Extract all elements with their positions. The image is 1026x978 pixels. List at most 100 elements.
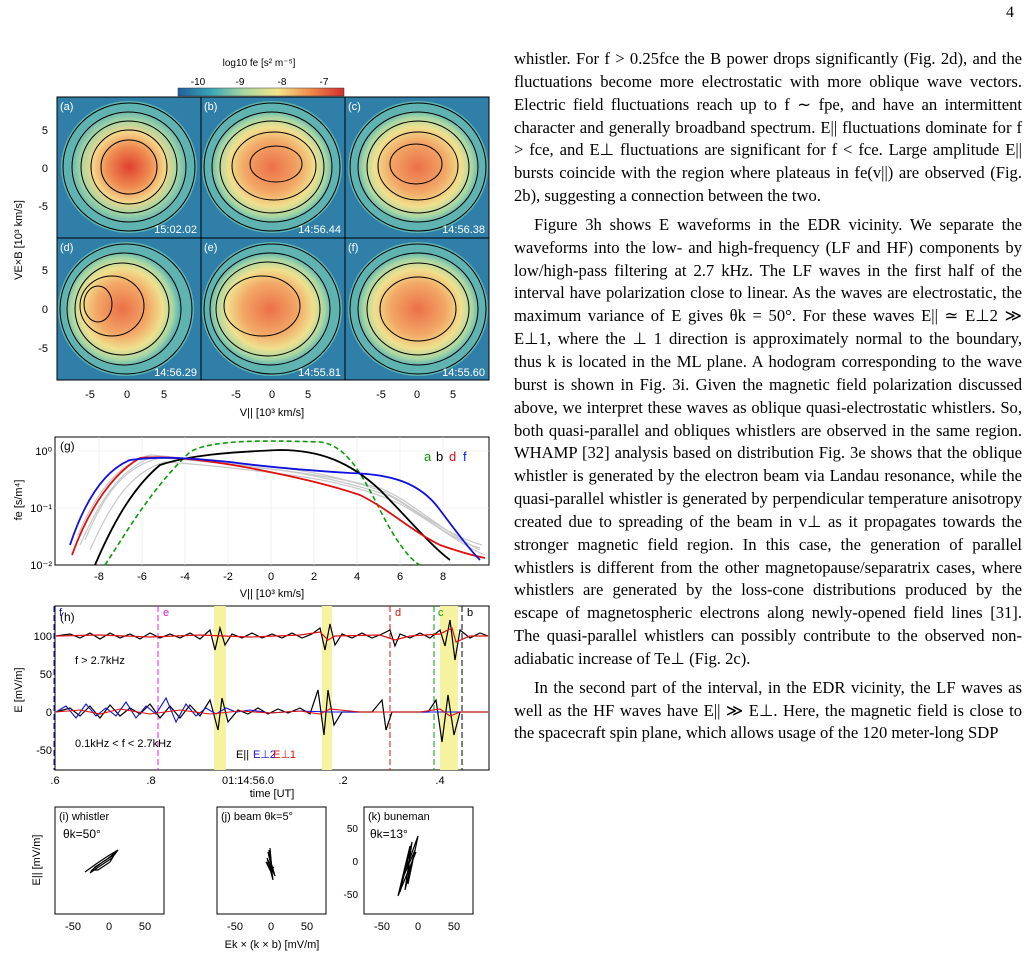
panel-d: (d) 14:56.29 (57, 238, 201, 380)
svg-text:-50: -50 (344, 890, 359, 901)
marker-d: d (395, 607, 401, 619)
paragraph: Figure 3h shows E waveforms in the EDR v… (514, 214, 1022, 668)
series-d (71, 456, 486, 559)
colorbar-tick: -9 (236, 77, 245, 88)
svg-text:5: 5 (161, 389, 167, 401)
svg-text:.2: .2 (338, 775, 347, 787)
svg-text:(i) whistler: (i) whistler (59, 811, 109, 823)
svg-text:0: 0 (46, 707, 52, 719)
hf-text: f > 2.7kHz (75, 655, 125, 667)
svg-text:θk=13°: θk=13° (370, 827, 408, 841)
svg-text:0: 0 (414, 389, 420, 401)
svg-text:.6: .6 (50, 775, 59, 787)
ytick: 0 (42, 163, 48, 175)
dist-xlabel: V|| [10³ km/s] (240, 407, 304, 419)
marker-b: b (467, 607, 473, 619)
legend-f: f (463, 449, 467, 464)
ytick: -5 (38, 343, 48, 355)
panel-label: (c) (348, 101, 361, 113)
svg-text:01:14:56.0: 01:14:56.0 (222, 775, 274, 787)
ytick: 5 (42, 125, 48, 137)
svg-text:0: 0 (106, 921, 112, 933)
marker-f: f (59, 607, 63, 619)
panel-time: 14:55.81 (298, 367, 341, 379)
lf-text: 0.1kHz < f < 2.7kHz (75, 738, 172, 750)
svg-text:50: 50 (40, 669, 52, 681)
hodogram-i: (i) whistler θk=50° (54, 806, 165, 915)
svg-text:8: 8 (440, 571, 446, 583)
g-ylabel: fe [s/m⁴] (13, 480, 25, 521)
svg-text:4: 4 (354, 571, 360, 583)
series-f (69, 456, 481, 561)
panel-label: (g) (60, 439, 75, 453)
svg-text:2: 2 (311, 571, 317, 583)
legend-b: b (436, 449, 443, 464)
panel-label: (e) (204, 242, 217, 254)
legend-eperp2: E⊥2 (253, 749, 276, 761)
ytick: 5 (42, 265, 48, 277)
colorbar-tick: -8 (278, 77, 287, 88)
legend-eperp1: E⊥1 (273, 749, 296, 761)
distribution-panels: (a) 15:02.02 (b) 14:56.44 (c) 14:56.38 (13, 96, 490, 419)
panel-label: (h) (60, 610, 75, 624)
svg-text:50: 50 (448, 921, 460, 933)
ytick: 0 (42, 304, 48, 316)
svg-text:(j) beam θk=5°: (j) beam θk=5° (221, 811, 293, 823)
svg-text:50: 50 (347, 824, 359, 835)
body-text-column: whistler. For f > 0.25fce the B power dr… (514, 48, 1022, 745)
panel-time: 14:56.38 (442, 224, 485, 236)
svg-text:0: 0 (352, 857, 358, 868)
panel-time: 14:56.29 (154, 367, 197, 379)
svg-text:5: 5 (305, 389, 311, 401)
colorbar-label: log10 fe [s² m⁻⁵] (223, 58, 296, 69)
svg-text:.8: .8 (146, 775, 155, 787)
legend-d: d (449, 449, 456, 464)
page-number: 4 (1006, 4, 1014, 21)
colorbar-tick: -10 (191, 77, 206, 88)
svg-text:50: 50 (139, 921, 151, 933)
svg-text:0: 0 (268, 921, 274, 933)
hodo-xlabel: Ek × (k × b) [mV/m] (225, 939, 320, 951)
panel-b: (b) 14:56.44 (201, 97, 345, 238)
svg-text:0: 0 (269, 389, 275, 401)
panel-time: 14:55.60 (442, 367, 485, 379)
svg-text:10⁰: 10⁰ (35, 446, 52, 458)
svg-text:10⁻¹: 10⁻¹ (30, 503, 52, 515)
svg-text:.4: .4 (435, 775, 444, 787)
svg-text:0: 0 (415, 921, 421, 933)
svg-text:θk=50°: θk=50° (63, 827, 101, 841)
legend-a: a (424, 449, 432, 464)
panel-a: (a) 15:02.02 (57, 97, 201, 238)
panel-g: (g) 10⁰ 10⁻¹ 10⁻² fe [s/m⁴] -8 -6 -4 -2 … (13, 436, 490, 600)
paragraph: whistler. For f > 0.25fce the B power dr… (514, 49, 1022, 206)
hodogram-k: (k) buneman θk=13° (363, 806, 474, 915)
series-a (104, 440, 421, 566)
svg-text:-8: -8 (94, 571, 104, 583)
panel-label: (b) (204, 101, 217, 113)
g-xlabel: V|| [10³ km/s] (240, 588, 304, 600)
svg-text:0: 0 (124, 389, 130, 401)
panel-label: (a) (60, 101, 73, 113)
svg-text:5: 5 (450, 389, 456, 401)
svg-text:-5: -5 (231, 389, 241, 401)
svg-text:-6: -6 (137, 571, 147, 583)
panel-label: (f) (348, 242, 358, 254)
panel-label: (d) (60, 242, 73, 254)
colorbar: log10 fe [s² m⁻⁵] -10 -9 -8 -7 (177, 58, 345, 97)
h-ylabel: E [mV/m] (13, 667, 25, 712)
hodo-ylabel: E|| [mV/m] (31, 835, 43, 886)
svg-text:6: 6 (397, 571, 403, 583)
svg-text:0: 0 (268, 571, 274, 583)
panel-time: 14:56.44 (298, 224, 341, 236)
panel-e: (e) 14:55.81 (201, 238, 345, 380)
svg-text:100: 100 (34, 631, 52, 643)
svg-text:-50: -50 (65, 921, 81, 933)
svg-text:-50: -50 (227, 921, 243, 933)
svg-text:-5: -5 (85, 389, 95, 401)
series-b (94, 449, 451, 566)
hodograms: (i) whistler θk=50° (j) beam θk=5° (k) b… (31, 806, 474, 951)
marker-e: e (163, 607, 169, 619)
colorbar-tick: -7 (320, 77, 329, 88)
svg-text:-4: -4 (180, 571, 190, 583)
svg-text:-50: -50 (374, 921, 390, 933)
